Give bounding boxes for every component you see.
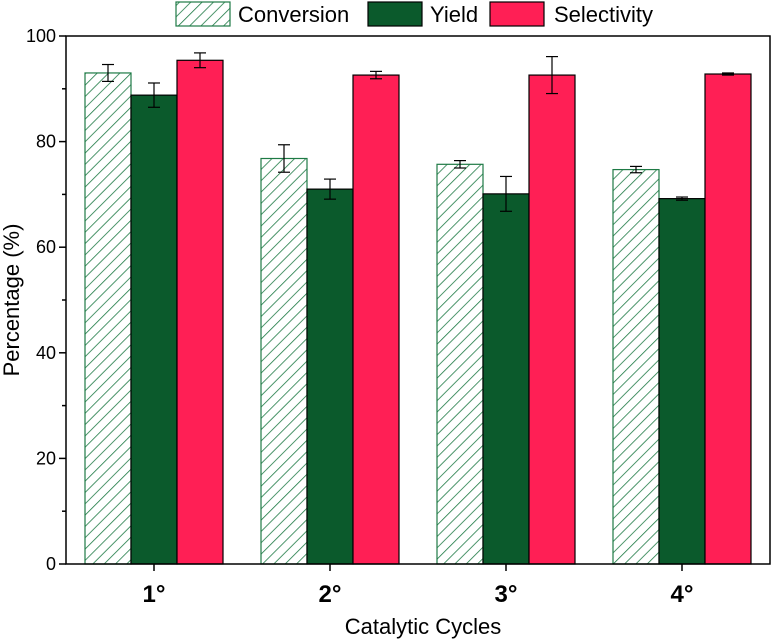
y-tick-label: 80 (36, 132, 56, 152)
x-axis-title: Catalytic Cycles (345, 614, 501, 639)
legend-label-conversion: Conversion (238, 2, 349, 27)
x-tick-label: 1° (143, 581, 166, 608)
y-axis-title: Percentage (%) (0, 224, 24, 377)
bar-selectivity-3 (528, 74, 576, 565)
axes-layer: 1° 2° 3° 4° 0 20 40 60 80 100 (26, 26, 771, 608)
bar-conversion-3 (436, 163, 484, 565)
bar-conversion-1 (84, 72, 132, 565)
y-tick-label: 60 (36, 237, 56, 257)
legend-label-selectivity: Selectivity (554, 2, 653, 27)
legend-label-yield: Yield (430, 2, 478, 27)
errorbars-layer (102, 52, 734, 212)
bar-conversion-4 (612, 168, 660, 565)
y-tick-label: 20 (36, 448, 56, 468)
bar-yield-2 (306, 188, 354, 565)
legend-swatch-yield (367, 1, 423, 27)
bar-yield-3 (482, 193, 530, 565)
x-tick-label: 3° (495, 581, 518, 608)
y-tick-label: 40 (36, 343, 56, 363)
bar-yield-4 (658, 198, 706, 565)
legend-swatch-selectivity (489, 1, 545, 27)
legend-swatch-conversion (175, 1, 231, 27)
x-tick-label: 2° (319, 581, 342, 608)
bar-selectivity-2 (352, 74, 400, 565)
bar-yield-1 (130, 94, 178, 565)
bars-layer (84, 59, 752, 565)
x-tick-label: 4° (671, 581, 694, 608)
bar-conversion-2 (260, 157, 308, 565)
legend: Conversion Yield Selectivity (175, 1, 653, 27)
bar-selectivity-4 (704, 73, 752, 565)
bar-selectivity-1 (176, 59, 224, 565)
y-tick-label: 0 (46, 554, 56, 574)
y-tick-label: 100 (26, 26, 56, 46)
